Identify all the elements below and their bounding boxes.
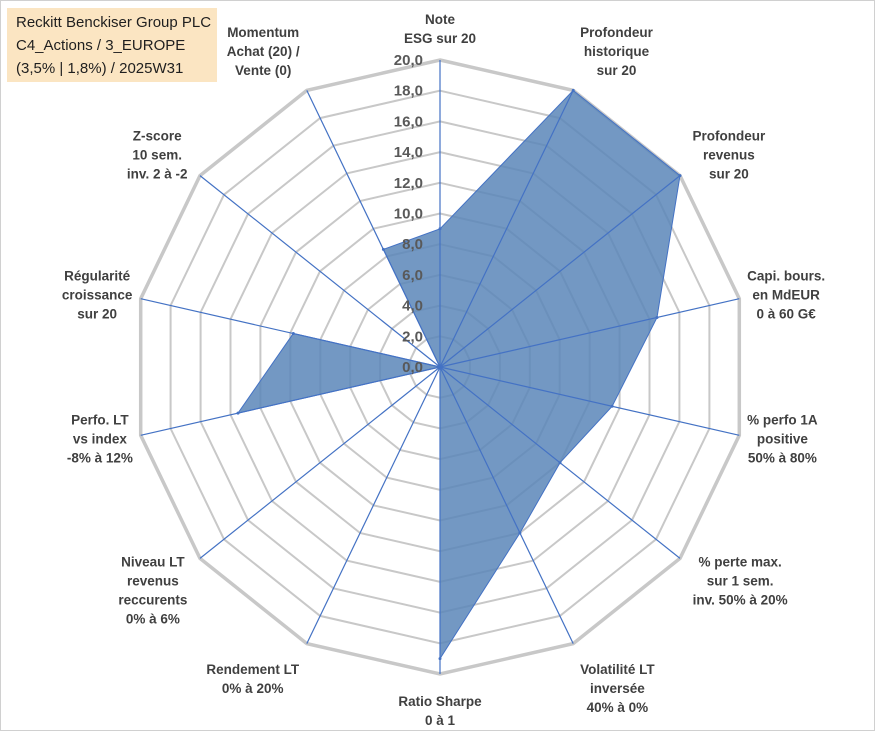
axis-label-1-line-1: historique [584, 44, 650, 59]
axis-label-0: Note ESG sur 20 [404, 12, 476, 46]
radar-tick-labels: 0,0 2,0 4,0 6,0 8,0 10,0 12,0 14,0 16,0 18,0 20,0 [394, 52, 423, 376]
axis-label-2-line-1: revenus [703, 148, 755, 163]
axis-label-1-line-0: Profondeur [580, 25, 653, 40]
spoke-12 [199, 175, 441, 368]
tick-label-0: 0,0 [402, 359, 423, 376]
axis-label-3-line-1: en MdEUR [752, 288, 820, 303]
axis-label-0-line-0: Note [425, 12, 455, 27]
axis-label-6-line-2: 40% à 0% [587, 700, 649, 715]
axis-label-13: Momentum Achat (20) / Vente (0) [227, 25, 300, 78]
axis-label-12: Z-score 10 sem. inv. 2 à -2 [127, 129, 188, 182]
axis-label-13-line-0: Momentum [227, 25, 299, 40]
axis-label-8-line-0: Rendement LT [206, 662, 300, 677]
tick-label-3: 6,0 [402, 267, 423, 284]
tick-label-4: 8,0 [402, 236, 423, 253]
tick-label-5: 10,0 [394, 206, 423, 223]
spoke-4 [439, 366, 740, 436]
tick-label-7: 14,0 [394, 144, 423, 161]
axis-label-5-line-0: % perte max. [698, 554, 781, 569]
axis-label-11-line-2: sur 20 [77, 307, 117, 322]
axis-label-13-line-2: Vente (0) [235, 63, 291, 78]
axis-label-8-line-1: 0% à 20% [222, 681, 284, 696]
axis-label-1-line-2: sur 20 [597, 63, 637, 78]
spoke-13 [306, 90, 441, 368]
axis-label-9-line-1: revenus [127, 573, 179, 588]
tick-label-1: 2,0 [402, 328, 423, 345]
axis-label-2-line-2: sur 20 [709, 167, 749, 182]
spoke-6 [439, 366, 574, 644]
spoke-9 [199, 366, 441, 559]
axis-label-9-line-0: Niveau LT [121, 554, 185, 569]
radar-series [236, 88, 682, 661]
axis-label-12-line-2: inv. 2 à -2 [127, 167, 188, 182]
axis-label-12-line-1: 10 sem. [132, 148, 182, 163]
axis-label-6: Volatilité LT inversée 40% à 0% [580, 662, 655, 715]
axis-label-2-line-0: Profondeur [693, 129, 766, 144]
tick-label-10: 20,0 [394, 52, 423, 69]
axis-label-7-line-0: Ratio Sharpe [398, 694, 482, 709]
spoke-11 [140, 298, 441, 368]
axis-label-13-line-1: Achat (20) / [227, 44, 300, 59]
spoke-10 [140, 366, 441, 436]
axis-label-5-line-1: sur 1 sem. [707, 573, 774, 588]
axis-label-3-line-0: Capi. bours. [747, 269, 825, 284]
axis-label-10: Perfo. LT vs index -8% à 12% [67, 412, 133, 465]
spoke-5 [439, 366, 681, 559]
chart-subtitle-period: (3,5% | 1,8%) / 2025W31 [16, 60, 184, 77]
axis-label-10-line-0: Perfo. LT [71, 412, 129, 427]
axis-label-0-line-1: ESG sur 20 [404, 31, 476, 46]
axis-label-8: Rendement LT 0% à 20% [206, 662, 300, 696]
radar-axis-labels: Note ESG sur 20 Profondeur historique sur 20… [62, 12, 825, 728]
axis-label-9-line-2: reccurents [118, 592, 187, 607]
axis-label-9: Niveau LT revenus reccurents 0% à 6% [118, 554, 187, 626]
axis-label-11: Régularité croissance sur 20 [62, 269, 133, 322]
chart-title-box: Reckitt Benckiser Group PLC C4_Actions /… [7, 8, 217, 82]
spoke-8 [306, 366, 441, 644]
axis-label-4-line-0: % perfo 1A [747, 412, 818, 427]
axis-label-5-line-2: inv. 50% à 20% [693, 592, 788, 607]
tick-label-8: 16,0 [394, 113, 423, 130]
axis-label-2: Profondeur revenus sur 20 [693, 129, 766, 182]
radar-spokes [140, 60, 740, 674]
tick-label-2: 4,0 [402, 298, 423, 315]
axis-label-3: Capi. bours. en MdEUR 0 à 60 G€ [747, 269, 825, 322]
axis-label-5: % perte max. sur 1 sem. inv. 50% à 20% [693, 554, 788, 607]
axis-label-4-line-2: 50% à 80% [748, 450, 817, 465]
axis-label-4: % perfo 1A positive 50% à 80% [747, 412, 818, 465]
chart-title: Reckitt Benckiser Group PLC [16, 14, 212, 31]
axis-label-11-line-0: Régularité [64, 269, 131, 284]
axis-label-3-line-2: 0 à 60 G€ [756, 307, 816, 322]
axis-label-1: Profondeur historique sur 20 [580, 25, 653, 78]
axis-label-7: Ratio Sharpe 0 à 1 [398, 694, 482, 728]
spoke-1 [439, 90, 574, 368]
axis-label-11-line-1: croissance [62, 288, 133, 303]
axis-label-4-line-1: positive [757, 431, 809, 446]
axis-label-9-line-3: 0% à 6% [126, 611, 180, 626]
spoke-2 [439, 175, 681, 368]
spoke-3 [439, 298, 740, 368]
chart-subtitle-category: C4_Actions / 3_EUROPE [16, 37, 186, 54]
axis-label-7-line-1: 0 à 1 [425, 713, 456, 728]
axis-label-10-line-1: vs index [73, 431, 128, 446]
tick-label-6: 12,0 [394, 175, 423, 192]
tick-label-9: 18,0 [394, 83, 423, 100]
axis-label-10-line-2: -8% à 12% [67, 450, 133, 465]
axis-label-6-line-0: Volatilité LT [580, 662, 655, 677]
axis-label-6-line-1: inversée [590, 681, 645, 696]
axis-label-12-line-0: Z-score [133, 129, 182, 144]
